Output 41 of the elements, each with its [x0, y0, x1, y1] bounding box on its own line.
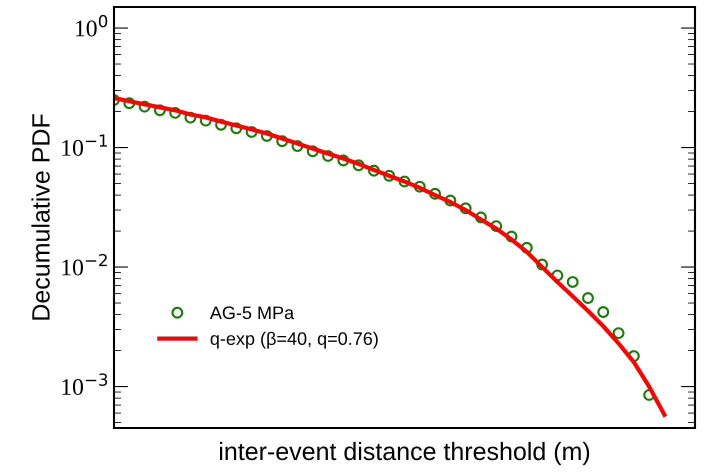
point — [368, 164, 380, 177]
legend-label: AG-5 MPa — [210, 306, 294, 320]
point — [506, 230, 518, 242]
point — [276, 135, 288, 148]
y-tick-label: 10$^{0}$ — [76, 14, 108, 36]
x-axis-title: inter-event distance threshold (m) — [220, 442, 590, 466]
point — [246, 126, 258, 138]
point — [352, 159, 365, 172]
y-tick-label: 10$^{−3}$ — [62, 373, 108, 395]
point — [612, 327, 624, 340]
point — [536, 258, 548, 270]
point — [200, 114, 212, 127]
point — [490, 220, 502, 232]
point — [322, 150, 334, 162]
point — [414, 180, 426, 193]
point — [306, 145, 319, 158]
point — [184, 112, 196, 124]
point — [475, 212, 487, 224]
point — [566, 276, 579, 288]
legend-label: q-exp (β=40, q=0.76) — [210, 332, 378, 349]
point — [460, 202, 472, 214]
point — [337, 154, 350, 166]
point — [292, 140, 304, 152]
point — [444, 194, 456, 206]
point — [429, 188, 441, 200]
point — [123, 97, 136, 110]
point — [582, 292, 594, 304]
point — [520, 242, 533, 254]
point — [398, 176, 410, 188]
y-tick-label: 10$^{−2}$ — [62, 254, 107, 276]
line-series — [114, 96, 667, 417]
point — [383, 170, 396, 182]
point — [154, 104, 166, 116]
point — [260, 130, 273, 142]
point — [597, 306, 610, 318]
point — [138, 100, 150, 113]
point — [215, 118, 227, 131]
point — [230, 122, 242, 134]
y-tick-label: 10$^{−1}$ — [62, 134, 107, 156]
y-axis-title: Decumulative PDF — [31, 114, 50, 320]
point — [169, 106, 182, 119]
